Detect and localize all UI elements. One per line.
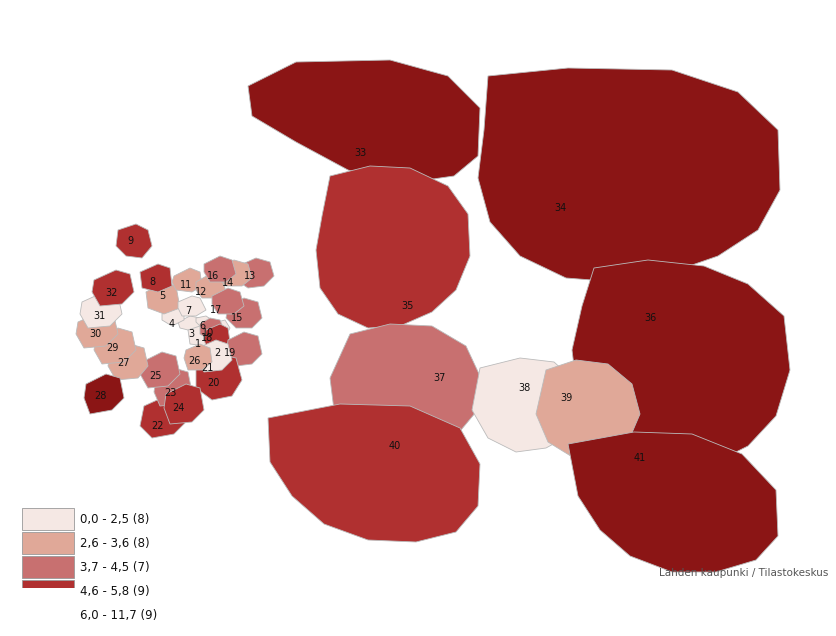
Text: 41: 41: [634, 453, 646, 463]
Text: 24: 24: [172, 403, 184, 413]
Polygon shape: [316, 166, 470, 328]
Text: 14: 14: [222, 278, 234, 288]
Text: 4: 4: [169, 319, 175, 329]
Polygon shape: [94, 328, 136, 364]
Text: 11: 11: [180, 280, 192, 290]
Polygon shape: [188, 322, 214, 346]
Polygon shape: [178, 316, 200, 330]
Text: 25: 25: [149, 371, 161, 381]
Polygon shape: [330, 324, 480, 450]
Polygon shape: [196, 354, 242, 400]
Bar: [22, 532, 74, 554]
Polygon shape: [204, 256, 236, 282]
Text: 27: 27: [118, 358, 130, 368]
Polygon shape: [92, 270, 134, 306]
Text: 6: 6: [199, 321, 205, 331]
Polygon shape: [164, 384, 204, 424]
Polygon shape: [108, 344, 148, 380]
Polygon shape: [178, 296, 206, 316]
Text: 28: 28: [94, 391, 106, 401]
Polygon shape: [248, 60, 480, 184]
Text: 37: 37: [434, 373, 446, 383]
Bar: [22, 556, 74, 578]
Polygon shape: [536, 360, 640, 458]
Polygon shape: [568, 432, 778, 572]
Polygon shape: [184, 344, 212, 370]
Polygon shape: [116, 224, 152, 258]
Text: 38: 38: [517, 383, 530, 393]
Polygon shape: [140, 352, 180, 388]
Bar: [22, 508, 74, 530]
Bar: [22, 580, 74, 602]
Text: 19: 19: [224, 348, 236, 358]
Polygon shape: [210, 320, 230, 340]
Polygon shape: [140, 396, 186, 438]
Polygon shape: [204, 324, 230, 350]
Text: 10: 10: [201, 328, 214, 338]
Polygon shape: [172, 268, 202, 292]
Text: 15: 15: [231, 313, 243, 323]
Polygon shape: [212, 288, 244, 314]
Text: 35: 35: [402, 301, 414, 311]
Text: 30: 30: [89, 329, 101, 339]
Text: 21: 21: [201, 363, 213, 373]
Text: 2,6 - 3,6 (8): 2,6 - 3,6 (8): [80, 537, 150, 550]
Polygon shape: [572, 260, 790, 470]
Text: 23: 23: [164, 388, 176, 398]
Polygon shape: [146, 282, 180, 314]
Text: 18: 18: [201, 333, 213, 343]
Bar: [22, 604, 74, 626]
Text: 32: 32: [106, 288, 118, 298]
Text: 22: 22: [152, 421, 164, 431]
Text: Lahden kaupunki / Tilastokeskus: Lahden kaupunki / Tilastokeskus: [659, 568, 828, 578]
Text: 33: 33: [354, 148, 366, 158]
Polygon shape: [198, 340, 232, 372]
Polygon shape: [162, 308, 184, 326]
Text: 34: 34: [554, 203, 566, 213]
Polygon shape: [268, 404, 480, 542]
Polygon shape: [218, 260, 252, 286]
Text: 6,0 - 11,7 (9): 6,0 - 11,7 (9): [80, 609, 157, 621]
Polygon shape: [478, 68, 780, 282]
Polygon shape: [140, 264, 172, 292]
Text: 1: 1: [195, 339, 201, 349]
Text: 13: 13: [244, 271, 256, 281]
Text: 0,0 - 2,5 (8): 0,0 - 2,5 (8): [80, 513, 150, 525]
Text: 39: 39: [560, 393, 572, 403]
Text: 16: 16: [206, 271, 219, 281]
Text: 20: 20: [206, 378, 219, 388]
Text: 31: 31: [93, 311, 105, 321]
Text: 2: 2: [214, 348, 220, 358]
Text: 36: 36: [644, 313, 656, 323]
Text: 17: 17: [210, 305, 222, 315]
Polygon shape: [196, 274, 226, 298]
Polygon shape: [196, 316, 212, 326]
Polygon shape: [226, 332, 262, 366]
Polygon shape: [226, 298, 262, 328]
Text: 3,7 - 4,5 (7): 3,7 - 4,5 (7): [80, 560, 150, 574]
Polygon shape: [236, 258, 274, 288]
Text: 9: 9: [127, 236, 133, 246]
Text: 3: 3: [188, 329, 194, 339]
Text: 12: 12: [195, 287, 207, 297]
Text: 7: 7: [185, 306, 191, 316]
Text: 26: 26: [188, 356, 200, 366]
Text: 5: 5: [159, 291, 166, 301]
Text: 8: 8: [149, 277, 155, 287]
Polygon shape: [84, 374, 124, 414]
Polygon shape: [76, 312, 118, 348]
Text: 29: 29: [106, 343, 118, 353]
Polygon shape: [200, 318, 224, 340]
Polygon shape: [472, 358, 582, 452]
Polygon shape: [80, 292, 122, 328]
Text: 4,6 - 5,8 (9): 4,6 - 5,8 (9): [80, 584, 150, 597]
Polygon shape: [154, 368, 192, 406]
Text: 40: 40: [389, 441, 401, 451]
